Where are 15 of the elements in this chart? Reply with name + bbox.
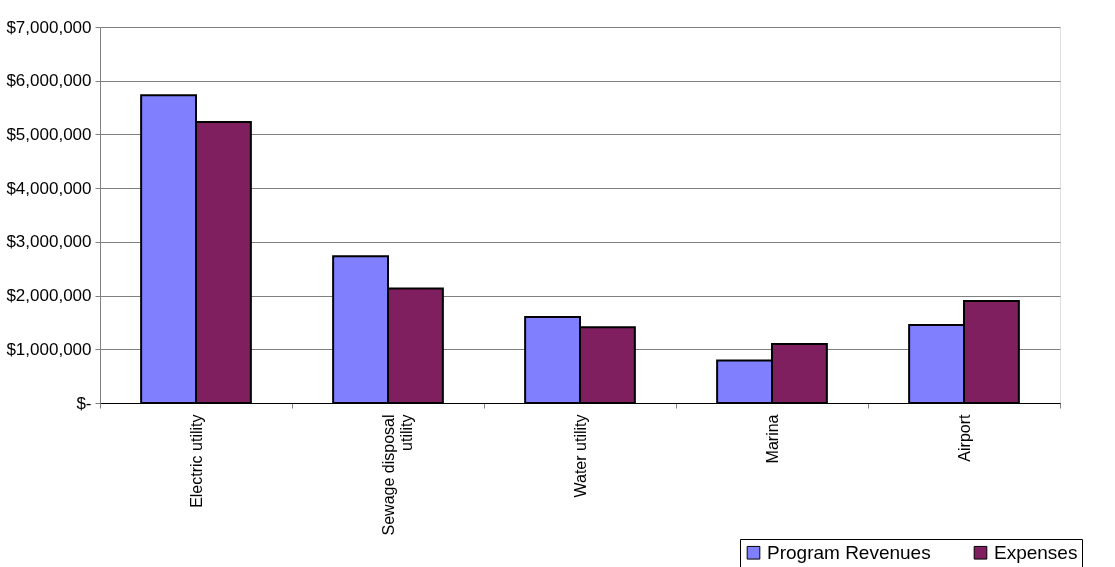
x-tick-label: Water utility <box>571 414 589 498</box>
x-tick-label: Sewage disposal utility <box>379 414 415 536</box>
y-tick-label: $4,000,000 <box>6 178 92 198</box>
x-tick-label: Marina <box>763 414 781 464</box>
y-tick-label: $2,000,000 <box>6 286 92 306</box>
legend-label: Expenses <box>994 541 1078 563</box>
y-tick-label: $3,000,000 <box>6 232 92 252</box>
y-tick-label: $1,000,000 <box>6 339 92 359</box>
x-tick-label: Airport <box>955 413 973 462</box>
y-tick-label: $5,000,000 <box>6 124 92 144</box>
legend-label: Program Revenues <box>767 541 931 563</box>
x-tick-label: Electric utility <box>187 414 205 508</box>
y-tick-label: $7,000,000 <box>6 17 92 37</box>
y-tick-label: $6,000,000 <box>6 71 92 91</box>
y-tick-label: $- <box>76 393 92 413</box>
